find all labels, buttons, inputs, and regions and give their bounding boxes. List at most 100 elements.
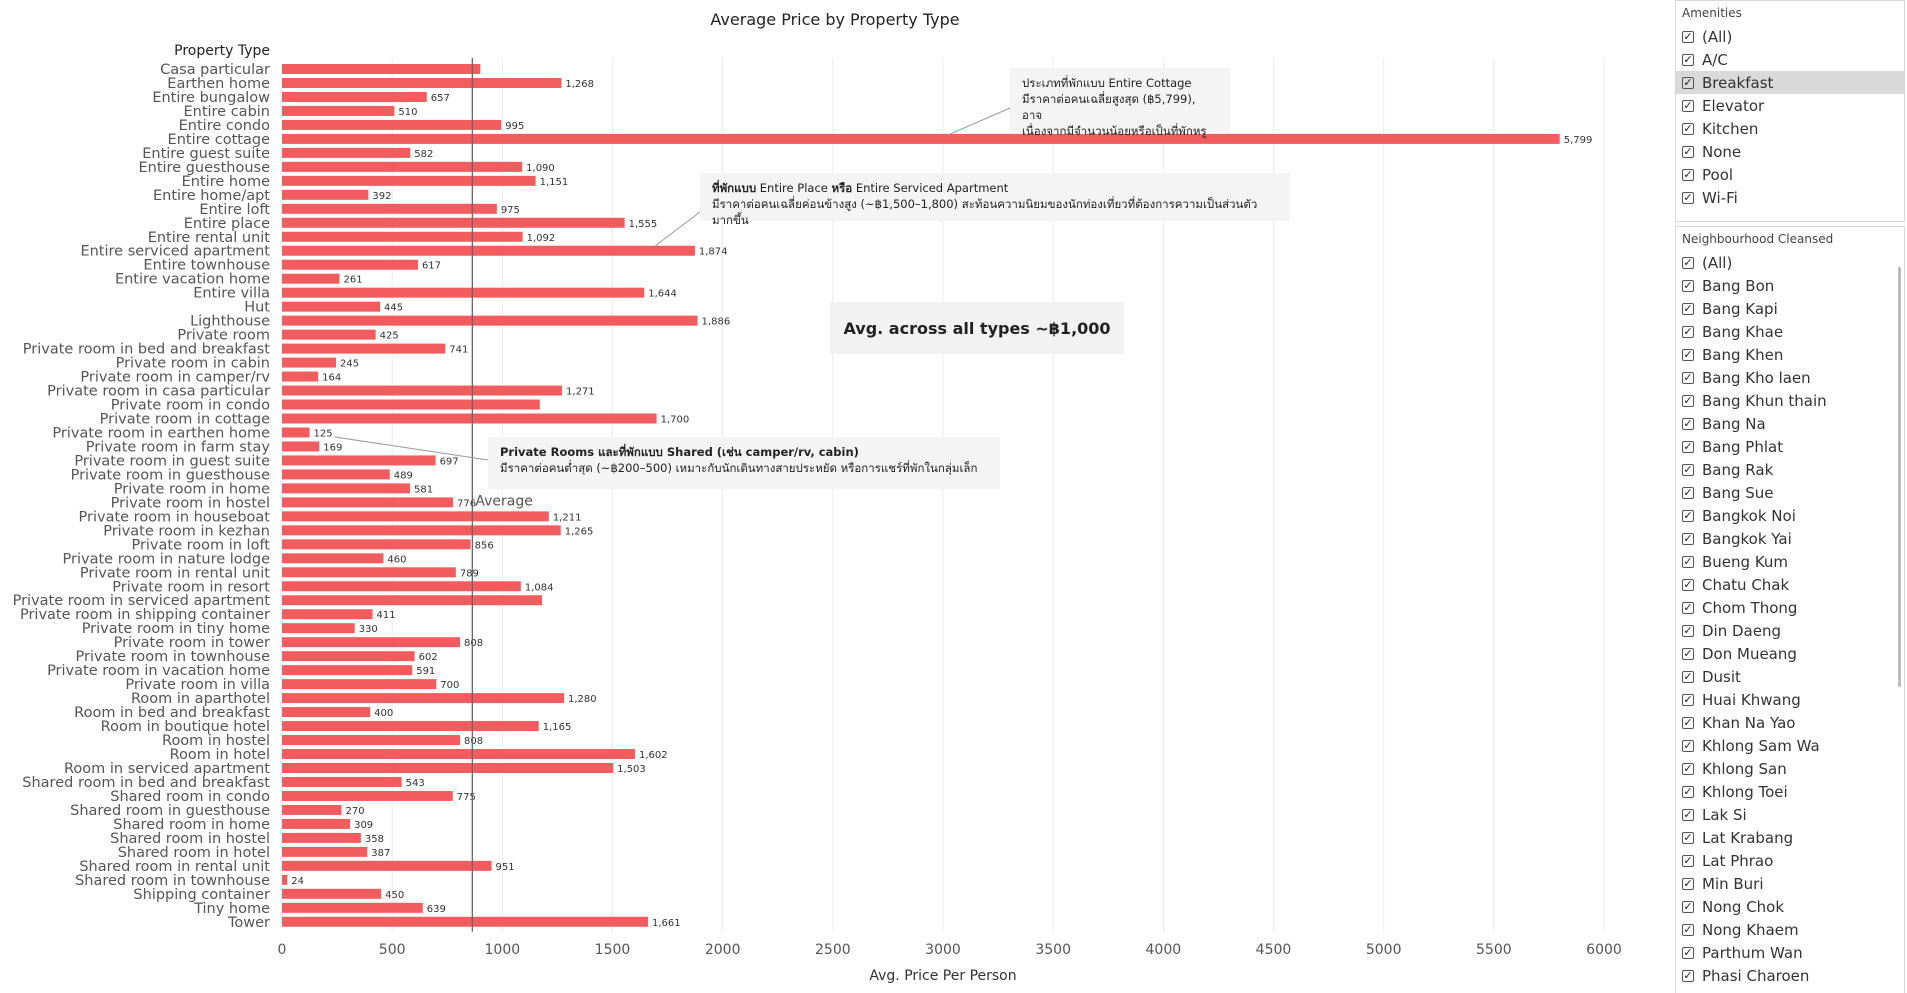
checkbox-icon[interactable]: ✓: [1682, 29, 1694, 43]
neighbourhood-filter-item[interactable]: ✓ Bang Kapi: [1676, 297, 1904, 320]
checkbox-icon[interactable]: ✓: [1682, 416, 1694, 430]
neighbourhood-filter-item-label: Bang Khen: [1702, 345, 1784, 364]
amenities-filter-item[interactable]: ✓ Wi-Fi: [1676, 186, 1904, 209]
neighbourhood-filter-item[interactable]: ✓ Phasi Charoen: [1676, 964, 1904, 987]
neighbourhood-filter-item[interactable]: ✓ Khan Na Yao: [1676, 711, 1904, 734]
neighbourhood-filter-item[interactable]: ✓ Bang Kho laen: [1676, 366, 1904, 389]
neighbourhood-scrollbar[interactable]: [1898, 267, 1901, 687]
checkbox-icon[interactable]: ✓: [1682, 968, 1694, 982]
amenities-filter-item[interactable]: ✓ Elevator: [1676, 94, 1904, 117]
bar: [282, 693, 565, 704]
checkbox-icon[interactable]: ✓: [1682, 98, 1694, 112]
checkbox-icon[interactable]: ✓: [1682, 715, 1694, 729]
amenities-filter-item[interactable]: ✓ None: [1676, 140, 1904, 163]
checkbox-icon[interactable]: ✓: [1682, 75, 1694, 89]
neighbourhood-filter-item[interactable]: ✓ Min Buri: [1676, 872, 1904, 895]
checkbox-icon[interactable]: ✓: [1682, 554, 1694, 568]
data-label: 169: [323, 442, 342, 453]
checkbox-icon[interactable]: ✓: [1682, 692, 1694, 706]
data-label: 581: [414, 484, 433, 495]
checkbox-icon[interactable]: ✓: [1682, 784, 1694, 798]
data-label: 697: [440, 456, 459, 467]
checkbox-icon[interactable]: ✓: [1682, 600, 1694, 614]
checkbox-icon[interactable]: ✓: [1682, 144, 1694, 158]
checkbox-icon[interactable]: ✓: [1682, 370, 1694, 384]
checkbox-icon[interactable]: ✓: [1682, 393, 1694, 407]
neighbourhood-filter-item[interactable]: ✓ Bangkok Noi: [1676, 504, 1904, 527]
neighbourhood-filter-item-label: Bang Khun thain: [1702, 391, 1827, 410]
checkbox-icon[interactable]: ✓: [1682, 485, 1694, 499]
checkbox-icon[interactable]: ✓: [1682, 738, 1694, 752]
bar: [282, 637, 461, 648]
checkbox-icon[interactable]: ✓: [1682, 531, 1694, 545]
neighbourhood-filter-item[interactable]: ✓ Chatu Chak: [1676, 573, 1904, 596]
neighbourhood-filter-item-label: Khan Na Yao: [1702, 713, 1796, 732]
neighbourhood-filter-item-label: Bang Kapi: [1702, 299, 1778, 318]
bar: [282, 147, 411, 158]
neighbourhood-filter-item[interactable]: ✓ Khlong Sam Wa: [1676, 734, 1904, 757]
amenities-filter-item[interactable]: ✓ Breakfast: [1676, 71, 1904, 94]
checkbox-icon[interactable]: ✓: [1682, 899, 1694, 913]
neighbourhood-filter-item[interactable]: ✓ Bang Khen: [1676, 343, 1904, 366]
neighbourhood-filter-item[interactable]: ✓ Khlong Toei: [1676, 780, 1904, 803]
neighbourhood-filter-item-label: Chatu Chak: [1702, 575, 1790, 594]
checkbox-icon[interactable]: ✓: [1682, 922, 1694, 936]
y-tick-label: Entire guest suite: [142, 146, 270, 162]
neighbourhood-filter-item[interactable]: ✓ Huai Khwang: [1676, 688, 1904, 711]
amenities-filter-item[interactable]: ✓ (All): [1676, 25, 1904, 48]
neighbourhood-filter-item[interactable]: ✓ Bangkok Yai: [1676, 527, 1904, 550]
checkbox-icon[interactable]: ✓: [1682, 646, 1694, 660]
bar: [282, 735, 461, 746]
checkbox-icon[interactable]: ✓: [1682, 853, 1694, 867]
amenities-filter-item[interactable]: ✓ Kitchen: [1676, 117, 1904, 140]
checkbox-icon[interactable]: ✓: [1682, 761, 1694, 775]
y-axis-title: Property Type: [174, 43, 270, 59]
neighbourhood-filter-item[interactable]: ✓ Parthum Wan: [1676, 941, 1904, 964]
neighbourhood-filter-item[interactable]: ✓ Khlong San: [1676, 757, 1904, 780]
neighbourhood-filter-item[interactable]: ✓ Dusit: [1676, 665, 1904, 688]
neighbourhood-filter-item-label: Bangkok Yai: [1702, 529, 1792, 548]
neighbourhood-filter-item[interactable]: ✓ Bang Khun thain: [1676, 389, 1904, 412]
neighbourhood-filter-item[interactable]: ✓ Bang Bon: [1676, 274, 1904, 297]
checkbox-icon[interactable]: ✓: [1682, 577, 1694, 591]
checkbox-icon[interactable]: ✓: [1682, 623, 1694, 637]
neighbourhood-filter-item-label: Khlong San: [1702, 759, 1787, 778]
neighbourhood-filter-item[interactable]: ✓ (All): [1676, 251, 1904, 274]
neighbourhood-filter-item-label: Bang Phlat: [1702, 437, 1784, 456]
checkbox-icon[interactable]: ✓: [1682, 52, 1694, 66]
checkbox-icon[interactable]: ✓: [1682, 830, 1694, 844]
checkbox-icon[interactable]: ✓: [1682, 945, 1694, 959]
neighbourhood-filter-item[interactable]: ✓ Nong Khaem: [1676, 918, 1904, 941]
checkbox-icon[interactable]: ✓: [1682, 807, 1694, 821]
neighbourhood-filter-item[interactable]: ✓ Bang Phlat: [1676, 435, 1904, 458]
checkbox-icon[interactable]: ✓: [1682, 255, 1694, 269]
checkbox-icon[interactable]: ✓: [1682, 324, 1694, 338]
checkbox-icon[interactable]: ✓: [1682, 462, 1694, 476]
neighbourhood-filter-item[interactable]: ✓ Chom Thong: [1676, 596, 1904, 619]
checkbox-icon[interactable]: ✓: [1682, 669, 1694, 683]
neighbourhood-filter-item[interactable]: ✓ Lat Phrao: [1676, 849, 1904, 872]
neighbourhood-filter-item[interactable]: ✓ Lat Krabang: [1676, 826, 1904, 849]
amenities-filter-item[interactable]: ✓ A/C: [1676, 48, 1904, 71]
neighbourhood-filter-item[interactable]: ✓ Din Daeng: [1676, 619, 1904, 642]
checkbox-icon[interactable]: ✓: [1682, 301, 1694, 315]
amenities-filter-item[interactable]: ✓ Pool: [1676, 163, 1904, 186]
checkbox-icon[interactable]: ✓: [1682, 439, 1694, 453]
neighbourhood-filter-item[interactable]: ✓ Bueng Kum: [1676, 550, 1904, 573]
checkbox-icon[interactable]: ✓: [1682, 508, 1694, 522]
neighbourhood-filter-item[interactable]: ✓ Bang Rak: [1676, 458, 1904, 481]
checkbox-icon[interactable]: ✓: [1682, 347, 1694, 361]
neighbourhood-filter-item[interactable]: ✓ Nong Chok: [1676, 895, 1904, 918]
neighbourhood-filter-item[interactable]: ✓ Lak Si: [1676, 803, 1904, 826]
checkbox-icon[interactable]: ✓: [1682, 167, 1694, 181]
checkbox-icon[interactable]: ✓: [1682, 121, 1694, 135]
y-tick-label: Private room in guesthouse: [71, 467, 270, 483]
neighbourhood-filter-item[interactable]: ✓ Bang Na: [1676, 412, 1904, 435]
checkbox-icon[interactable]: ✓: [1682, 190, 1694, 204]
neighbourhood-filter-item[interactable]: ✓ Bang Khae: [1676, 320, 1904, 343]
neighbourhood-filter-item[interactable]: ✓ Bang Sue: [1676, 481, 1904, 504]
y-tick-label: Private room in guest suite: [74, 453, 270, 469]
checkbox-icon[interactable]: ✓: [1682, 278, 1694, 292]
neighbourhood-filter-item[interactable]: ✓ Don Mueang: [1676, 642, 1904, 665]
checkbox-icon[interactable]: ✓: [1682, 876, 1694, 890]
